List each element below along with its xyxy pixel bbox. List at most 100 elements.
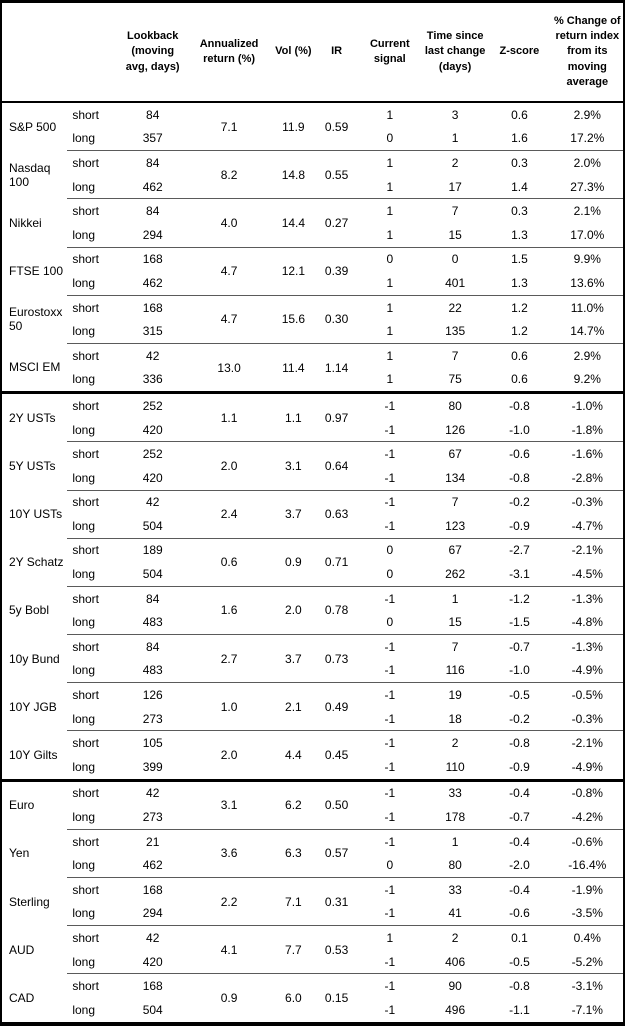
lookback-value: 336 [142,372,163,387]
current-signal-value: -1 [356,489,423,515]
pct-change-value: -4.7% [571,518,603,533]
ir-value: 1.14 [316,342,357,393]
time-since-value: 80 [422,391,488,418]
asset-name: 5Y USTs [9,458,56,473]
ir-value: 0.39 [316,246,357,296]
time-since-value: 15 [448,227,462,242]
lookback-value: 462 [142,179,163,194]
annualized-return-value: 7.1 [220,119,238,134]
pct-change-value: 17.0% [570,227,605,242]
lookback-value: 462 [142,275,163,290]
leg-label: long [72,227,95,242]
lookback-value: 294 [142,227,163,242]
annualized-return-value: 2.7 [187,634,271,683]
current-signal-value: 1 [356,198,423,223]
annualized-return-column-header: Annualized return (%) [187,1,271,103]
pct-change-value: -0.3% [571,711,603,726]
table-row: long 357 0 1 1.6 17.2% [1,127,624,151]
current-signal-value: 1 [386,107,394,122]
leg-label: short [67,489,118,515]
lookback-value: 105 [117,730,188,756]
lookback-value: 168 [117,294,188,320]
z-score-value: 1.3 [511,275,528,290]
pct-change-value: -0.8% [551,778,624,806]
asset-name: Nasdaq 100 [9,160,51,189]
ir-column-header: IR [316,1,357,103]
annualized-return-value: 4.7 [187,246,271,296]
table-row: long 462 1 17 1.4 27.3% [1,175,624,199]
asset-name: MSCI EM [9,360,61,375]
current-signal-value: -1 [384,711,396,726]
leg-column-header [67,1,118,103]
table-row: long 294 -1 41 -0.6 -3.5% [1,902,624,926]
asset-name: FTSE 100 [9,264,64,279]
leg-label: long [72,275,95,290]
table-row: long 273 -1 18 -0.2 -0.3% [1,707,624,731]
asset-column-header [1,1,68,103]
leg-label: long [72,567,95,582]
asset-name: AUD [9,942,35,957]
vol-value: 4.4 [270,730,317,781]
lookback-value: 357 [142,131,163,146]
table-row: Eurostoxx 50 short 168 4.7 15.6 0.30 1 22 1.2 11.… [1,294,624,344]
time-since-value: 116 [445,663,465,678]
annualized-return-value: 4.1 [187,925,271,974]
table-row: Nikkei short 84 4.0 14.4 0.27 1 7 0.3 2.1% [1,198,624,248]
table-row: Sterling short 168 2.2 7.1 0.31 -1 33 -0.4 -1.9% [1,876,624,926]
z-score-value: 1.6 [511,131,528,146]
leg-label: short [67,246,118,272]
leg-label: long [72,711,95,726]
vol-value: 3.1 [270,441,317,490]
annualized-return-value: 13.0 [187,342,271,393]
time-since-value: 123 [445,518,466,533]
annualized-return-value: 2.0 [187,730,271,781]
leg-label: long [72,179,95,194]
current-signal-value: 1 [356,342,423,368]
table-row: 5y Bobl short 84 1.6 2.0 0.78 -1 1 -1.2 -1.3% [1,585,624,635]
z-score-value: -0.6 [487,441,552,466]
table-row: long 315 1 135 1.2 14.7% [1,319,624,343]
lookback-value: 84 [117,585,188,611]
time-since-value: 135 [445,324,466,339]
time-since-value: 67 [422,441,488,466]
pct-change-value: 2.9% [551,342,624,368]
header-row: Lookback (moving avg, days) Annualized r… [1,1,624,103]
vol-value: 14.8 [270,150,317,199]
pct-change-value: 2.1% [551,198,624,223]
table-row: 10y Bund short 84 2.7 3.7 0.73 -1 7 -0.7 -1.3% [1,634,624,683]
ir-value: 0.49 [316,682,357,731]
lookback-value: 42 [117,489,188,515]
current-signal-value: -1 [356,876,423,902]
pct-change-value: 9.2% [573,372,601,387]
ir-value: 0.57 [316,828,357,878]
asset-name: 10Y USTs [9,507,63,522]
vol-value: 7.7 [270,925,317,974]
z-score-value: 1.2 [487,294,552,320]
pct-change-value: -1.9% [551,876,624,902]
vol-value: 11.4 [270,342,317,393]
time-since-value: 7 [422,198,488,223]
table-header: Lookback (moving avg, days) Annualized r… [1,1,624,103]
time-since-value: 126 [445,422,466,437]
z-score-value: 0.3 [487,150,552,175]
time-since-value: 7 [422,634,488,659]
table-row: long 336 1 75 0.6 9.2% [1,368,624,393]
z-score-value: 1.2 [511,324,528,339]
z-score-value: -2.7 [487,537,552,563]
leg-label: short [67,730,118,756]
time-since-value: 406 [445,954,466,969]
lookback-value: 483 [142,615,163,630]
current-signal-value: 1 [356,925,423,950]
lookback-value: 315 [142,324,163,339]
lookback-value: 126 [117,682,188,707]
table-row: long 420 -1 406 -0.5 -5.2% [1,950,624,974]
pct-change-value: -1.6% [551,441,624,466]
current-signal-value: 1 [386,324,394,339]
pct-change-value: -2.1% [551,730,624,756]
ir-value: 0.97 [316,391,357,442]
z-score-value: 0.6 [487,342,552,368]
current-signal-column-header: Current signal [356,1,423,103]
z-score-value: -0.4 [487,828,552,854]
